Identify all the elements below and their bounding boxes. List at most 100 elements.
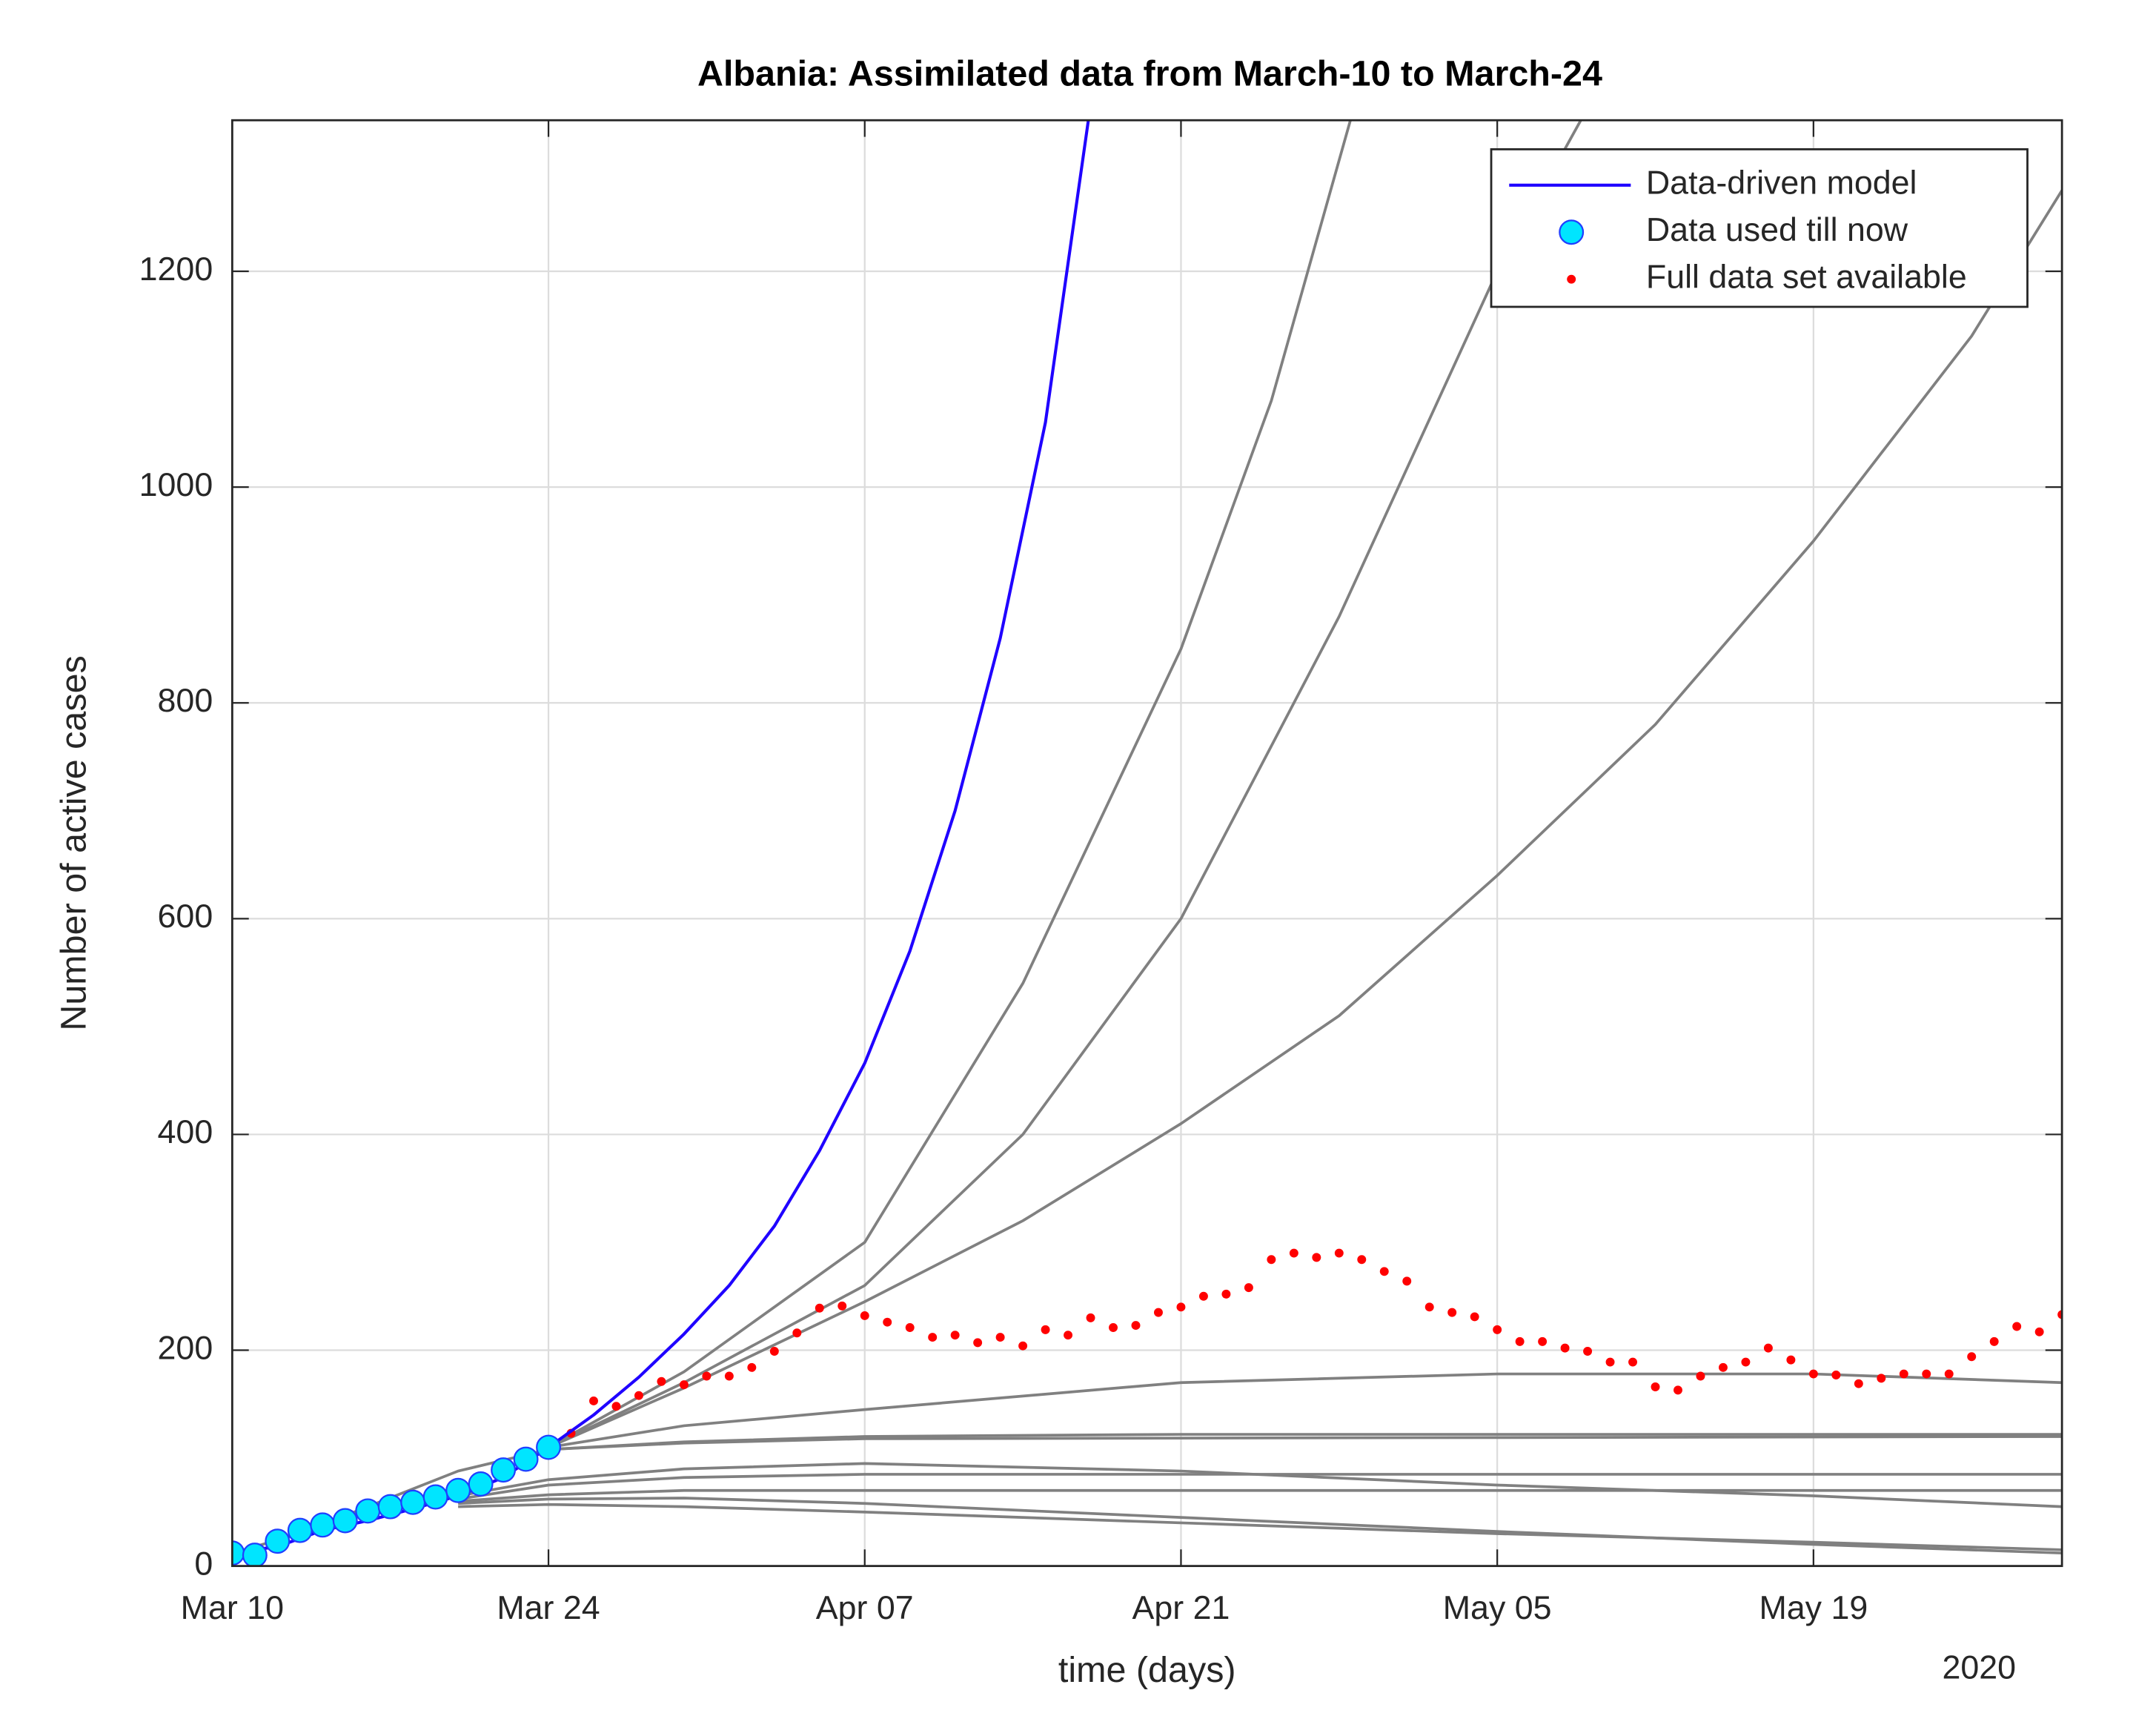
data-circle <box>287 1517 313 1543</box>
x-tick-label: May 05 <box>1443 1589 1552 1626</box>
data-dot <box>1379 1267 1389 1276</box>
x-tick-label: Mar 10 <box>181 1589 284 1626</box>
x-tick-label: Apr 21 <box>1132 1589 1230 1626</box>
data-dot <box>1696 1371 1705 1381</box>
y-tick-label: 1200 <box>139 251 213 288</box>
chart-title: Albania: Assimilated data from March-10 … <box>697 53 1602 93</box>
y-tick-label: 0 <box>194 1545 213 1582</box>
data-circle <box>422 1484 448 1510</box>
data-dot <box>1176 1302 1186 1312</box>
data-dot <box>589 1396 598 1405</box>
data-circle <box>468 1471 494 1497</box>
data-dot <box>928 1333 938 1342</box>
ensemble-curve <box>548 189 2063 1449</box>
x-tick-label: Mar 24 <box>497 1589 600 1626</box>
data-dot <box>995 1333 1005 1342</box>
ensemble-curve <box>457 1488 2063 1503</box>
x-tick-label: May 19 <box>1759 1589 1868 1626</box>
data-dot <box>1334 1248 1344 1258</box>
ensemble-curve <box>457 1462 2063 1508</box>
data-dot <box>1086 1313 1095 1322</box>
data-dot <box>1763 1343 1773 1353</box>
data-dot <box>1357 1255 1367 1265</box>
data-dot <box>1628 1357 1637 1367</box>
data-dot <box>2057 1310 2063 1319</box>
axes-box <box>230 119 2063 1568</box>
data-dot <box>1718 1362 1728 1372</box>
data-dot <box>634 1391 643 1400</box>
data-dot <box>1538 1336 1548 1346</box>
ensemble-curve <box>548 120 1582 1449</box>
data-circle <box>265 1528 291 1554</box>
labels: Albania: Assimilated data from March-10 … <box>53 53 2016 1690</box>
legend-label: Data-driven model <box>1646 165 1917 202</box>
data-dot <box>1447 1308 1457 1317</box>
data-circle <box>355 1498 381 1524</box>
y-tick-label: 1000 <box>139 466 213 503</box>
data-dot <box>815 1303 824 1313</box>
data-circle <box>310 1512 336 1538</box>
data-dot <box>1560 1343 1570 1353</box>
data-dot <box>1109 1323 1118 1332</box>
data-dot <box>2012 1322 2022 1331</box>
data-dot <box>2034 1327 2044 1336</box>
data-dot <box>792 1328 802 1338</box>
y-tick-label: 800 <box>158 682 213 719</box>
data-circle <box>400 1489 426 1515</box>
y-tick-label: 200 <box>158 1329 213 1366</box>
data-dot <box>1312 1253 1321 1262</box>
data-dot <box>1583 1347 1593 1356</box>
y-tick-label: 600 <box>158 898 213 935</box>
data-dot <box>1899 1369 1908 1379</box>
data-circle <box>445 1477 471 1503</box>
data-dot <box>1877 1374 1886 1383</box>
data-dot <box>973 1338 983 1348</box>
data-dot <box>1808 1369 1818 1379</box>
data-dot <box>611 1402 621 1411</box>
data-dot <box>1198 1291 1208 1301</box>
data-dot <box>1786 1355 1796 1365</box>
data-dot <box>1989 1336 1999 1346</box>
data-circle <box>242 1543 268 1566</box>
x-year-label: 2020 <box>1942 1649 2016 1686</box>
data-dot <box>1674 1385 1682 1395</box>
data-dot <box>1493 1325 1502 1334</box>
legend: Data-driven model Data used till now Full … <box>1490 148 2029 308</box>
data-dot <box>702 1371 712 1381</box>
data-circle <box>536 1434 562 1460</box>
data-dot <box>1244 1283 1253 1293</box>
data-dot <box>950 1331 960 1340</box>
data-dot <box>1470 1312 1479 1322</box>
data-dot <box>1944 1369 1954 1379</box>
data-dot <box>837 1301 847 1311</box>
data-dot <box>1041 1325 1050 1334</box>
y-axis-label: Number of active cases <box>53 655 93 1030</box>
x-axis-label: time (days) <box>1058 1650 1236 1690</box>
legend-label: Data used till now <box>1646 211 1908 248</box>
legend-swatch <box>1567 274 1576 284</box>
data-dot <box>747 1362 757 1372</box>
data-dot <box>1831 1371 1841 1379</box>
data-dot <box>1131 1321 1141 1331</box>
data-dot <box>860 1311 869 1320</box>
data-dot <box>1018 1341 1028 1351</box>
ensemble-curve <box>548 120 1352 1449</box>
data-dot <box>1402 1276 1412 1286</box>
plot-area <box>232 120 2063 1566</box>
legend-label: Full data set available <box>1646 258 1967 295</box>
data-dot <box>905 1323 915 1332</box>
ensemble-curve <box>458 1497 2063 1555</box>
data-dot <box>1289 1248 1298 1258</box>
y-tick-label: 400 <box>158 1113 213 1150</box>
data-dot <box>769 1347 779 1356</box>
data-dot <box>679 1380 689 1390</box>
ensemble-curve <box>457 1473 2063 1501</box>
data-dot <box>1515 1336 1525 1346</box>
curves <box>232 120 2063 1566</box>
data-dot <box>724 1371 734 1381</box>
data-dot <box>1605 1357 1615 1367</box>
data-dot <box>1424 1302 1434 1312</box>
x-tick-label: Apr 07 <box>816 1589 914 1626</box>
data-dot <box>1221 1289 1231 1299</box>
